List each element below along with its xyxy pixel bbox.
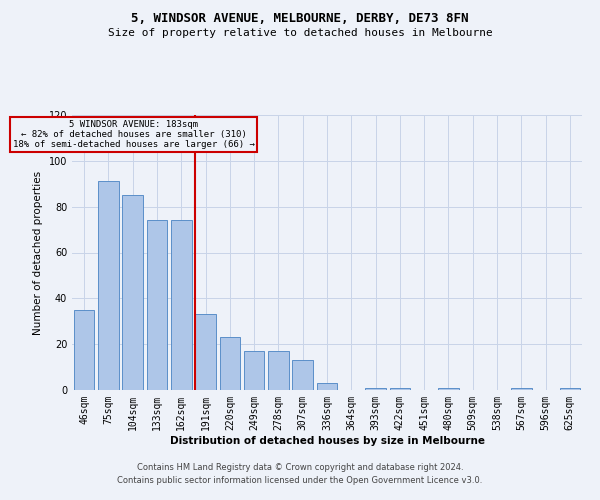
Bar	[317, 383, 337, 390]
Bar	[511, 388, 532, 390]
Bar	[560, 388, 580, 390]
Text: Contains public sector information licensed under the Open Government Licence v3: Contains public sector information licen…	[118, 476, 482, 485]
Bar	[74, 310, 94, 390]
Bar	[292, 360, 313, 390]
X-axis label: Distribution of detached houses by size in Melbourne: Distribution of detached houses by size …	[170, 436, 485, 446]
Text: Contains HM Land Registry data © Crown copyright and database right 2024.: Contains HM Land Registry data © Crown c…	[137, 464, 463, 472]
Bar	[171, 220, 191, 390]
Bar	[195, 314, 216, 390]
Text: 5 WINDSOR AVENUE: 183sqm
← 82% of detached houses are smaller (310)
18% of semi-: 5 WINDSOR AVENUE: 183sqm ← 82% of detach…	[13, 120, 254, 150]
Bar	[438, 388, 459, 390]
Y-axis label: Number of detached properties: Number of detached properties	[33, 170, 43, 334]
Text: 5, WINDSOR AVENUE, MELBOURNE, DERBY, DE73 8FN: 5, WINDSOR AVENUE, MELBOURNE, DERBY, DE7…	[131, 12, 469, 26]
Text: Size of property relative to detached houses in Melbourne: Size of property relative to detached ho…	[107, 28, 493, 38]
Bar	[244, 351, 265, 390]
Bar	[389, 388, 410, 390]
Bar	[98, 182, 119, 390]
Bar	[268, 351, 289, 390]
Bar	[122, 195, 143, 390]
Bar	[146, 220, 167, 390]
Bar	[365, 388, 386, 390]
Bar	[220, 338, 240, 390]
